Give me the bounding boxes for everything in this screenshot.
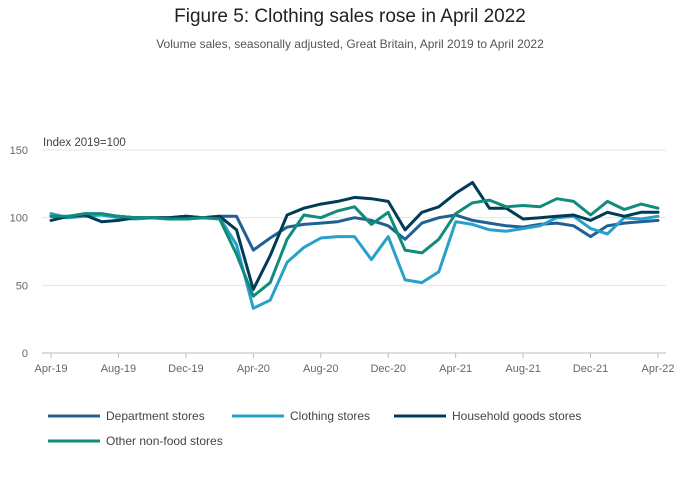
legend-label-2: Household goods stores bbox=[452, 409, 581, 423]
x-tick-label: Dec-21 bbox=[573, 363, 608, 375]
x-tick-label: Aug-21 bbox=[505, 363, 540, 375]
x-tick-label: Dec-19 bbox=[168, 363, 203, 375]
y-tick-label: 100 bbox=[10, 213, 28, 225]
legend-label-0: Department stores bbox=[106, 409, 205, 423]
x-tick-label: Apr-21 bbox=[439, 363, 472, 375]
chart-title: Figure 5: Clothing sales rose in April 2… bbox=[174, 6, 526, 27]
series-line-3 bbox=[49, 197, 660, 298]
x-tick-label: Aug-19 bbox=[101, 363, 136, 375]
y-tick-label: 0 bbox=[22, 348, 28, 360]
x-tick-label: Apr-19 bbox=[34, 363, 67, 375]
y-tick-label: 50 bbox=[16, 280, 28, 292]
y-axis-label: Index 2019=100 bbox=[43, 137, 126, 149]
x-tick-label: Dec-20 bbox=[370, 363, 405, 375]
series-line-0 bbox=[49, 213, 660, 252]
x-tick-label: Aug-20 bbox=[303, 363, 338, 375]
legend-label-3: Other non-food stores bbox=[106, 434, 223, 448]
y-tick-label: 150 bbox=[10, 145, 28, 157]
x-tick-label: Apr-20 bbox=[237, 363, 270, 375]
chart-subtitle: Volume sales, seasonally adjusted, Great… bbox=[156, 37, 544, 51]
series-line-1 bbox=[49, 212, 660, 310]
legend-label-1: Clothing stores bbox=[290, 409, 370, 423]
x-tick-label: Apr-22 bbox=[641, 363, 674, 375]
